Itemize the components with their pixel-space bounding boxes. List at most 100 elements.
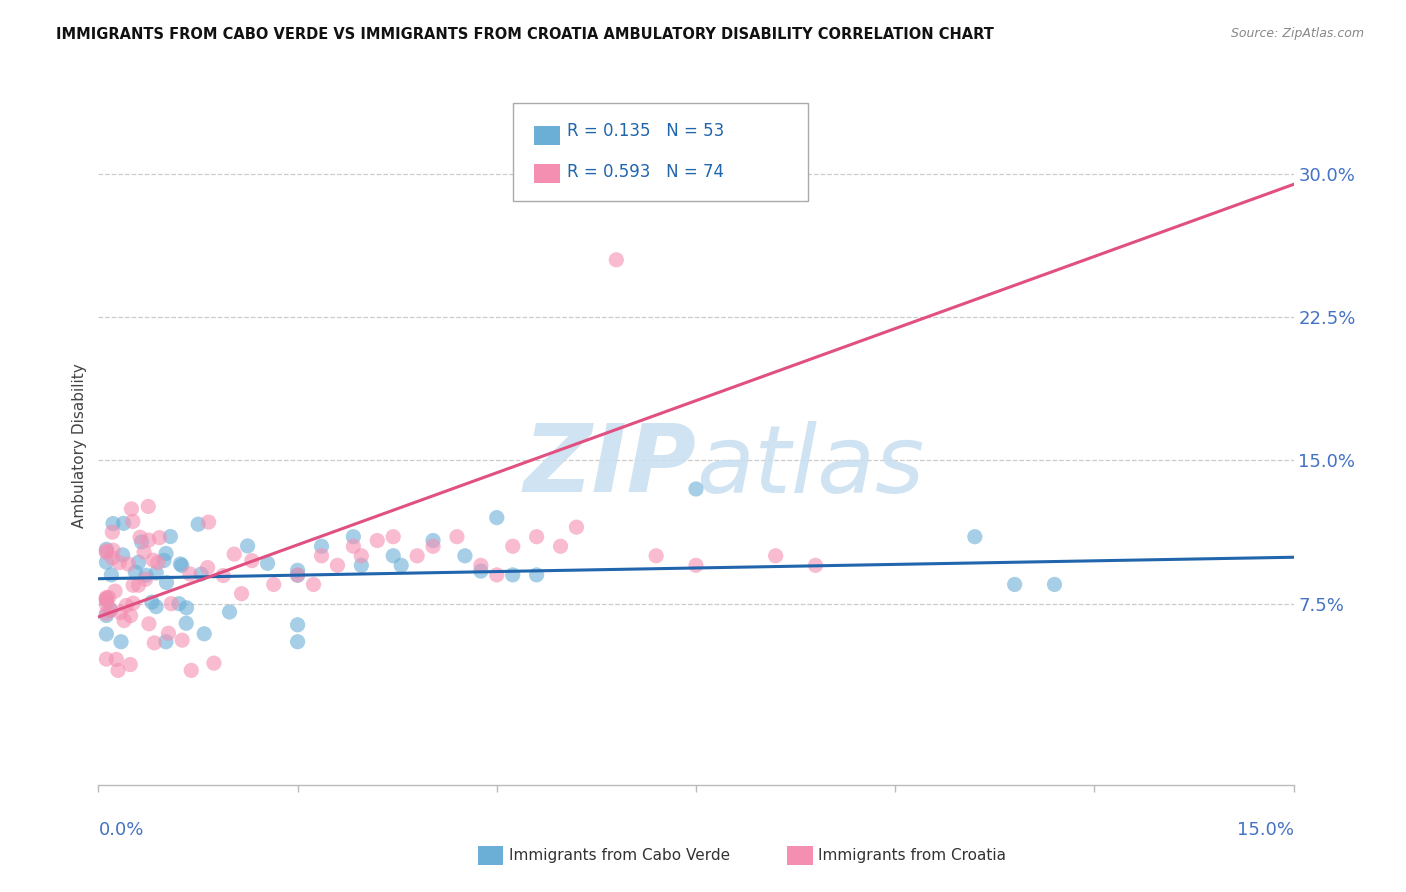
- Point: [502, 539, 524, 553]
- Point: [224, 547, 246, 561]
- Point: [565, 520, 588, 534]
- Point: [311, 549, 333, 563]
- Point: [96, 555, 118, 569]
- Point: [422, 539, 444, 553]
- Point: [110, 634, 132, 648]
- Text: Immigrants from Cabo Verde: Immigrants from Cabo Verde: [509, 848, 730, 863]
- Point: [685, 482, 707, 496]
- Point: [187, 517, 209, 532]
- Point: [1004, 577, 1026, 591]
- Point: [101, 516, 124, 531]
- Point: [485, 510, 508, 524]
- Point: [172, 633, 194, 648]
- Point: [96, 542, 118, 557]
- Point: [96, 544, 118, 558]
- Point: [350, 558, 373, 573]
- Point: [155, 634, 177, 648]
- Point: [96, 591, 118, 606]
- Text: 0.0%: 0.0%: [98, 821, 143, 838]
- Point: [382, 530, 405, 544]
- Point: [143, 636, 166, 650]
- Point: [111, 548, 134, 562]
- Point: [138, 616, 160, 631]
- Point: [145, 566, 167, 580]
- Point: [127, 578, 149, 592]
- Point: [157, 626, 180, 640]
- Point: [96, 591, 118, 606]
- Point: [101, 550, 124, 565]
- Point: [115, 599, 138, 613]
- Point: [141, 595, 163, 609]
- Point: [96, 598, 118, 612]
- Point: [167, 597, 190, 611]
- Point: [153, 553, 176, 567]
- Point: [120, 502, 142, 516]
- Point: [110, 606, 132, 620]
- Point: [212, 568, 235, 582]
- Point: [104, 584, 127, 599]
- Point: [148, 531, 170, 545]
- Point: [170, 558, 193, 573]
- Point: [302, 577, 325, 591]
- Point: [128, 555, 150, 569]
- Point: [685, 558, 707, 573]
- Point: [526, 530, 548, 544]
- Point: [179, 566, 201, 581]
- Point: [100, 603, 122, 617]
- Point: [193, 627, 215, 641]
- Text: R = 0.593   N = 74: R = 0.593 N = 74: [567, 163, 724, 181]
- Point: [146, 556, 169, 570]
- Point: [470, 558, 492, 573]
- Point: [1043, 577, 1066, 591]
- Point: [446, 530, 468, 544]
- Point: [197, 515, 219, 529]
- Point: [263, 577, 285, 591]
- Text: 15.0%: 15.0%: [1236, 821, 1294, 838]
- Point: [202, 656, 225, 670]
- Point: [122, 596, 145, 610]
- Point: [174, 616, 197, 631]
- Point: [176, 600, 198, 615]
- Point: [155, 547, 177, 561]
- Point: [231, 587, 253, 601]
- Point: [96, 652, 118, 666]
- Point: [131, 535, 153, 549]
- Point: [135, 568, 157, 582]
- Point: [350, 549, 373, 563]
- Point: [142, 553, 165, 567]
- Point: [236, 539, 259, 553]
- Point: [132, 545, 155, 559]
- Point: [96, 545, 118, 559]
- Point: [101, 525, 124, 540]
- Point: [422, 533, 444, 548]
- Point: [120, 657, 142, 672]
- Point: [190, 567, 212, 582]
- Text: IMMIGRANTS FROM CABO VERDE VS IMMIGRANTS FROM CROATIA AMBULATORY DISABILITY CORR: IMMIGRANTS FROM CABO VERDE VS IMMIGRANTS…: [56, 27, 994, 42]
- Text: Source: ZipAtlas.com: Source: ZipAtlas.com: [1230, 27, 1364, 40]
- Point: [97, 591, 120, 605]
- Point: [98, 603, 121, 617]
- Point: [256, 557, 278, 571]
- Point: [96, 627, 118, 641]
- Point: [963, 530, 986, 544]
- Point: [112, 516, 135, 531]
- Point: [129, 530, 152, 544]
- Point: [287, 568, 309, 582]
- Point: [454, 549, 477, 563]
- Point: [107, 664, 129, 678]
- Point: [136, 500, 159, 514]
- Point: [96, 608, 118, 623]
- Point: [122, 578, 145, 592]
- Point: [287, 634, 309, 648]
- Point: [155, 575, 177, 590]
- Point: [470, 564, 492, 578]
- Text: Immigrants from Croatia: Immigrants from Croatia: [818, 848, 1007, 863]
- Point: [159, 529, 181, 543]
- Text: atlas: atlas: [696, 421, 924, 512]
- Point: [287, 568, 309, 582]
- Point: [96, 607, 118, 621]
- Point: [160, 597, 183, 611]
- Y-axis label: Ambulatory Disability: Ambulatory Disability: [72, 364, 87, 528]
- Point: [145, 599, 167, 614]
- Point: [180, 664, 202, 678]
